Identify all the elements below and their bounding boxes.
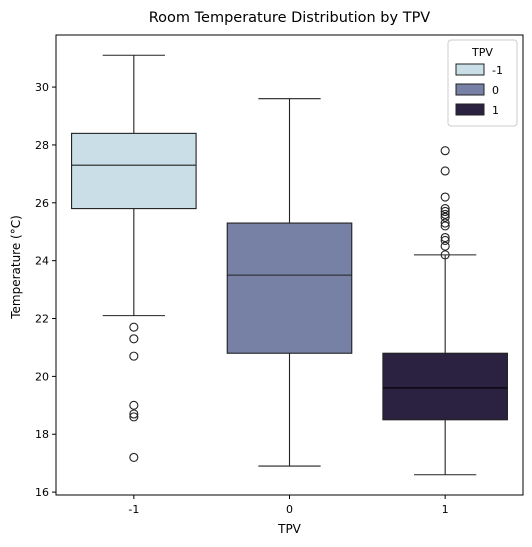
outlier-point — [440, 235, 450, 245]
outlier-point — [440, 209, 450, 219]
y-tick-label: 30 — [35, 81, 49, 94]
outlier-point — [440, 204, 450, 214]
y-tick-label: 26 — [35, 197, 49, 210]
legend: TPV -1 0 1 — [447, 39, 518, 127]
legend-entry-label: 0 — [492, 84, 499, 97]
outlier-point — [129, 334, 139, 344]
y-tick-label: 20 — [35, 370, 49, 383]
y-axis-label: Temperature (°C) — [9, 215, 23, 320]
outlier-point — [129, 452, 139, 462]
outlier-point — [129, 322, 139, 332]
outlier-point — [129, 412, 139, 422]
outlier-point — [129, 409, 139, 419]
y-tick-label: 18 — [35, 428, 49, 441]
y-tick-label: 22 — [35, 313, 49, 326]
legend-swatch — [455, 103, 485, 116]
box-iqr — [71, 132, 197, 210]
x-tick-label: -1 — [128, 503, 139, 516]
x-tick-label: 0 — [286, 503, 293, 516]
plot-area: 16 18 20 22 24 26 28 30 -1 0 1 — [35, 54, 508, 516]
outlier-point — [440, 221, 450, 231]
outlier-point — [440, 250, 450, 260]
legend-swatch — [455, 63, 485, 76]
legend-title: TPV — [471, 46, 493, 59]
outlier-point — [129, 400, 139, 410]
y-tick-label: 28 — [35, 139, 49, 152]
box-iqr — [226, 222, 353, 354]
outlier-point — [440, 218, 450, 228]
y-tick-label: 24 — [35, 255, 49, 268]
chart-title: Room Temperature Distribution by TPV — [149, 10, 431, 26]
outlier-point — [440, 166, 450, 176]
outlier-point — [129, 351, 139, 361]
legend-entry-label: 1 — [492, 104, 499, 117]
outlier-point — [440, 212, 450, 222]
box-iqr — [382, 352, 508, 421]
outlier-point — [440, 206, 450, 217]
outlier-point — [440, 146, 450, 156]
legend-entry-label: -1 — [492, 64, 503, 77]
y-tick-label: 16 — [35, 486, 49, 499]
legend-swatch — [455, 83, 485, 96]
plot-frame — [55, 34, 524, 496]
outlier-point — [440, 241, 450, 251]
outlier-point — [440, 192, 450, 202]
x-axis-label: TPV — [277, 522, 302, 536]
x-tick-label: 1 — [442, 503, 449, 516]
outlier-point — [440, 232, 450, 243]
